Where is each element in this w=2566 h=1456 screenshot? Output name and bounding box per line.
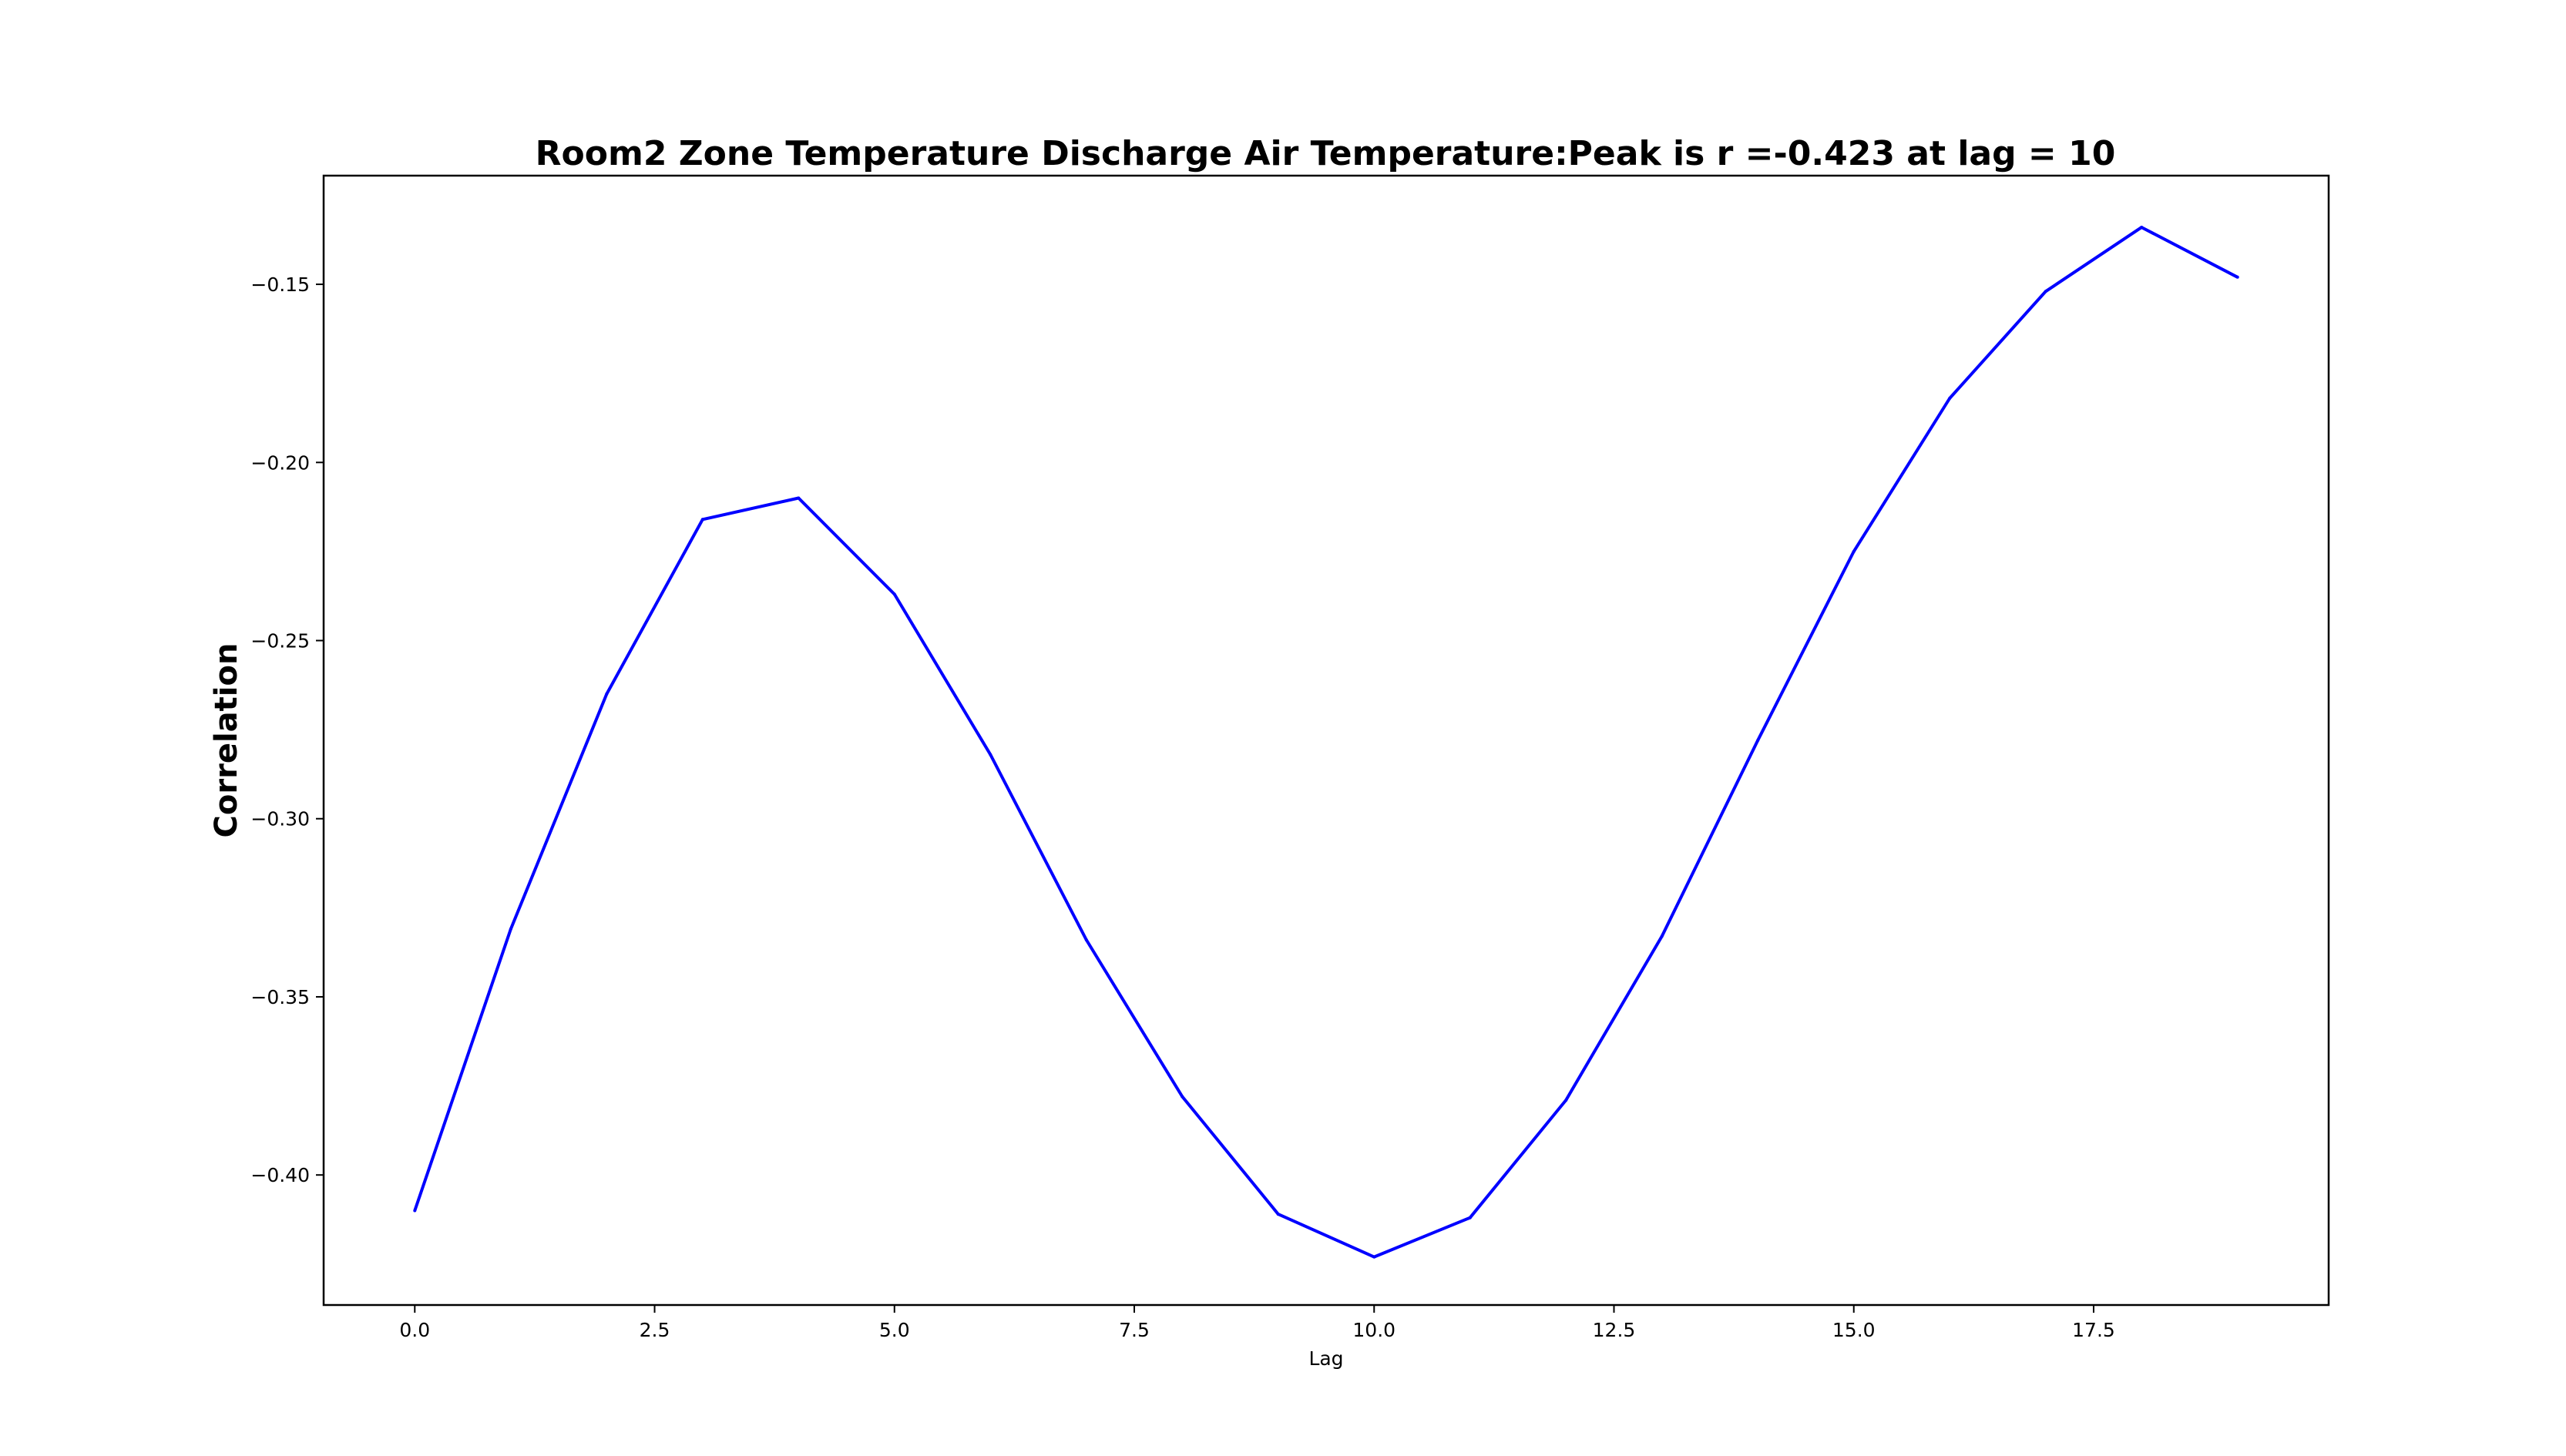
data-point <box>1660 934 1664 938</box>
chart-title: Room2 Zone Temperature Discharge Air Tem… <box>536 134 2116 173</box>
y-tick-label: −0.40 <box>250 1164 310 1186</box>
x-tick-label: 7.5 <box>1119 1319 1150 1341</box>
data-point <box>797 496 801 500</box>
y-tick-label: −0.15 <box>250 273 310 296</box>
data-point <box>989 753 992 757</box>
data-point <box>1564 1099 1568 1102</box>
series-line-0 <box>413 226 2239 1259</box>
x-tick-label: 12.5 <box>1593 1319 1636 1341</box>
data-point <box>1948 397 1952 401</box>
x-tick-label: 17.5 <box>2072 1319 2115 1341</box>
data-point <box>605 692 609 696</box>
data-point <box>1468 1216 1472 1219</box>
data-point <box>413 1209 417 1213</box>
data-point <box>2044 290 2047 294</box>
data-point <box>1756 739 1760 742</box>
x-tick-label: 15.0 <box>1832 1319 1876 1341</box>
data-point <box>1181 1095 1184 1099</box>
data-point <box>2140 226 2144 230</box>
data-point <box>2235 275 2239 279</box>
y-axis-label: Correlation <box>209 643 244 838</box>
data-point <box>1084 938 1088 941</box>
y-tick-label: −0.35 <box>250 986 310 1008</box>
data-point <box>1372 1255 1376 1259</box>
y-tick-label: −0.20 <box>250 451 310 474</box>
x-axis-label: Lag <box>1308 1347 1343 1370</box>
data-point <box>700 518 704 522</box>
x-tick-label: 2.5 <box>640 1319 670 1341</box>
y-tick-label: −0.25 <box>250 630 310 653</box>
x-tick-label: 10.0 <box>1352 1319 1396 1341</box>
y-tick-label: −0.30 <box>250 808 310 830</box>
data-point <box>1276 1213 1280 1216</box>
data-point <box>1852 549 1856 553</box>
axes-frame <box>322 174 2330 1307</box>
data-point <box>892 592 896 596</box>
data-point <box>509 928 512 931</box>
x-tick-label: 0.0 <box>399 1319 430 1341</box>
x-tick-label: 5.0 <box>879 1319 910 1341</box>
plot-area: 0.0 2.5 5.0 7.5 10.0 12.5 15.0 17.5 −0.40 −0.35 −0… <box>250 174 2330 1341</box>
